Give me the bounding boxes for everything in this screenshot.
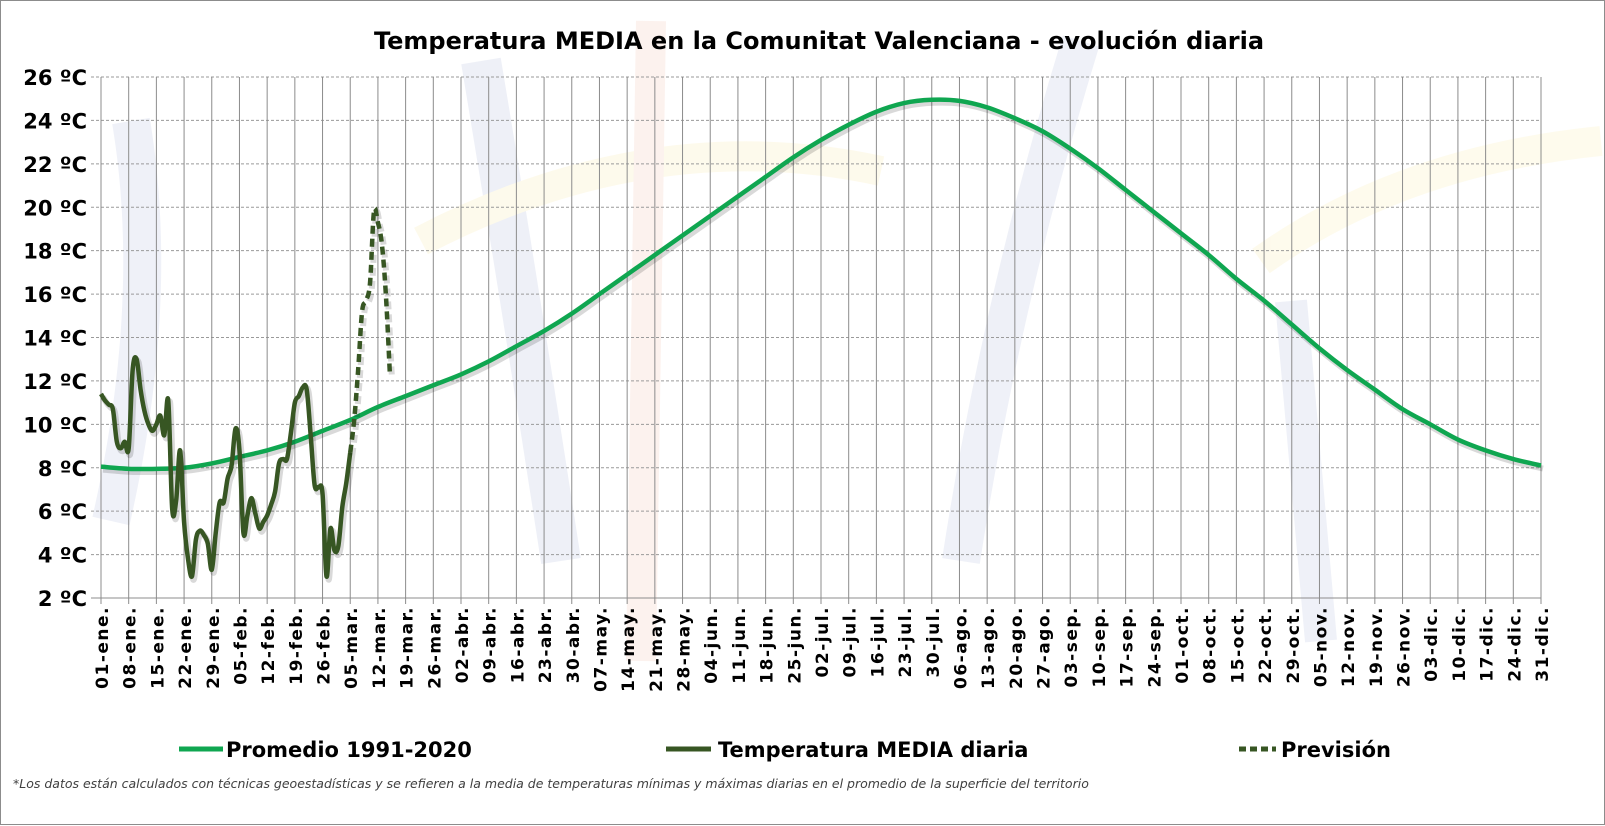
x-tick-label: 27-ago. (1035, 606, 1055, 689)
y-tick-label: 24 ºC (23, 109, 87, 133)
x-tick-label: 12-nov. (1339, 606, 1359, 687)
x-tick-label: 09-jul. (841, 606, 861, 677)
x-tick-label: 02-abr. (453, 606, 473, 683)
x-tick-label: 15-ene. (148, 606, 168, 689)
x-tick-label: 13-ago. (979, 606, 999, 689)
x-tick-label: 19-feb. (287, 606, 307, 685)
legend-label-promedio: Promedio 1991-2020 (226, 738, 472, 762)
x-tick-label: 30-jul. (924, 606, 944, 677)
x-tick-label: 09-abr. (481, 606, 501, 683)
x-tick-label: 12-feb. (259, 606, 279, 685)
x-tick-label: 01-ene. (93, 606, 113, 689)
y-tick-label: 6 ºC (38, 500, 87, 524)
y-tick-label: 4 ºC (38, 544, 87, 568)
y-tick-label: 14 ºC (23, 327, 87, 351)
x-tick-label: 12-mar. (370, 606, 390, 689)
x-tick-label: 02-jul. (813, 606, 833, 677)
x-tick-label: 06-ago. (951, 606, 971, 689)
x-tick-label: 26-mar. (425, 606, 445, 689)
x-tick-label: 19-mar. (398, 606, 418, 689)
x-tick-label: 18-jun. (758, 606, 778, 684)
watermark-logo (111, 21, 1601, 661)
x-tick-label: 23-abr. (536, 606, 556, 683)
x-tick-label: 28-may. (675, 606, 695, 692)
x-tick-label: 05-mar. (342, 606, 362, 689)
legend-label-prevision: Previsión (1281, 738, 1391, 762)
y-axis: 2 ºC 4 ºC 6 ºC 8 ºC 10 ºC 12 ºC 14 ºC 16 ºC 18 º… (23, 66, 87, 611)
legend-label-diaria: Temperatura MEDIA diaria (718, 738, 1028, 762)
x-tick-label: 16-jul. (868, 606, 888, 677)
x-tick-label: 22-ene. (176, 606, 196, 689)
x-tick-label: 29-oct. (1284, 606, 1304, 684)
y-tick-label: 18 ºC (23, 240, 87, 264)
y-tick-label: 20 ºC (23, 196, 87, 220)
x-tick-label: 22-oct. (1256, 606, 1276, 684)
chart-title: Temperatura MEDIA en la Comunitat Valenc… (374, 27, 1264, 55)
x-tick-label: 07-may. (591, 606, 611, 692)
y-tick-label: 22 ºC (23, 153, 87, 177)
y-tick-label: 26 ºC (23, 66, 87, 90)
y-tick-label: 2 ºC (38, 587, 87, 611)
x-tick-label: 24-sep. (1145, 606, 1165, 688)
x-tick-label: 30-abr. (564, 606, 584, 683)
x-tick-label: 15-oct. (1228, 606, 1248, 684)
x-tick-label: 14-may. (619, 606, 639, 692)
x-tick-label: 03-sep. (1062, 606, 1082, 688)
x-tick-label: 20-ago. (1007, 606, 1027, 689)
x-tick-label: 23-jul. (896, 606, 916, 677)
x-tick-label: 19-nov. (1367, 606, 1387, 687)
y-tick-label: 8 ºC (38, 457, 87, 481)
x-tick-label: 10-dic. (1450, 606, 1470, 682)
footnote: *Los datos están calculados con técnicas… (13, 776, 1089, 791)
x-tick-label: 17-dic. (1478, 606, 1498, 682)
x-tick-label: 05-nov. (1311, 606, 1331, 687)
x-tick-label: 17-sep. (1118, 606, 1138, 688)
x-tick-label: 29-ene. (204, 606, 224, 689)
legend: Promedio 1991-2020 Temperatura MEDIA dia… (179, 738, 1391, 762)
x-tick-label: 03-dic. (1422, 606, 1442, 682)
x-tick-label: 16-abr. (508, 606, 528, 683)
x-tick-label: 31-dic. (1533, 606, 1553, 682)
x-tick-label: 24-dic. (1505, 606, 1525, 682)
x-tick-label: 26-nov. (1395, 606, 1415, 687)
x-tick-label: 01-oct. (1173, 606, 1193, 684)
x-tick-label: 04-jun. (702, 606, 722, 684)
x-tick-label: 25-jun. (785, 606, 805, 684)
y-tick-label: 10 ºC (23, 413, 87, 437)
x-tick-label: 10-sep. (1090, 606, 1110, 688)
y-tick-label: 12 ºC (23, 370, 87, 394)
x-tick-label: 05-feb. (231, 606, 251, 685)
x-tick-label: 21-may. (647, 606, 667, 692)
y-tick-label: 16 ºC (23, 283, 87, 307)
x-tick-label: 08-ene. (121, 606, 141, 689)
x-tick-label: 11-jun. (730, 606, 750, 684)
x-tick-label: 26-feb. (315, 606, 335, 685)
x-tick-label: 08-oct. (1201, 606, 1221, 684)
